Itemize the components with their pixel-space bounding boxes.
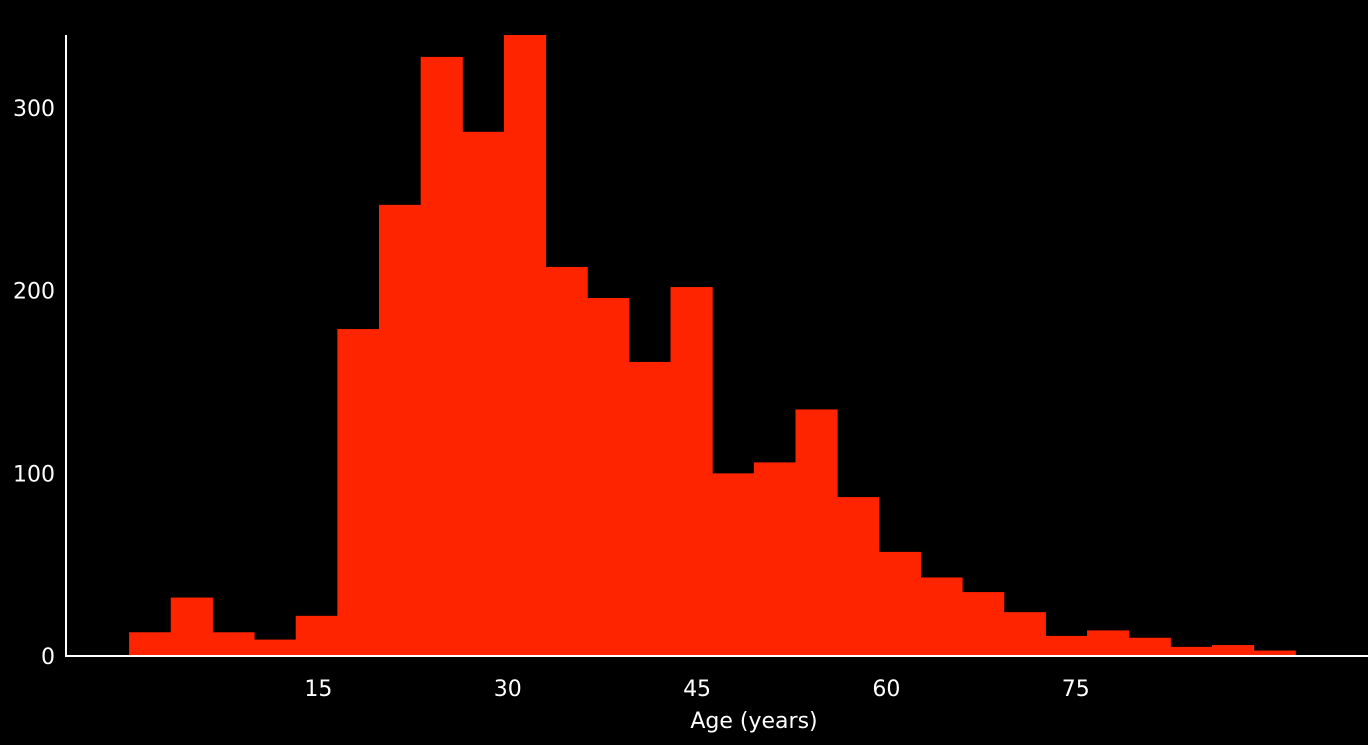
x-tick-label: 15 <box>304 677 332 702</box>
histogram-bar <box>545 266 588 656</box>
histogram-bar <box>212 632 255 656</box>
y-tick-label: 200 <box>13 280 55 305</box>
histogram-bar <box>1045 635 1088 656</box>
histogram-bar <box>503 35 547 656</box>
histogram-bar <box>1128 637 1171 656</box>
bars-group <box>129 35 1296 657</box>
histogram-bar <box>795 409 838 656</box>
histogram-bar <box>420 56 463 656</box>
x-tick-group: 15 30 45 60 75 <box>304 677 1089 702</box>
histogram-bar <box>295 615 338 656</box>
histogram-bar <box>712 473 755 656</box>
histogram-bar <box>1003 612 1046 656</box>
histogram-bar <box>337 329 380 656</box>
y-tick-label: 300 <box>13 97 55 122</box>
histogram-bar <box>962 592 1005 656</box>
histogram-bar <box>1170 646 1213 656</box>
histogram-bar <box>628 361 672 656</box>
histogram-bar <box>1253 650 1296 656</box>
histogram-bar <box>920 577 963 656</box>
y-tick-group: 0 100 200 300 <box>13 97 55 670</box>
x-tick-label: 75 <box>1062 677 1090 702</box>
histogram-bar <box>462 131 505 656</box>
x-tick-label: 30 <box>494 677 522 702</box>
y-tick-label: 100 <box>13 462 55 487</box>
histogram-bar <box>170 597 213 656</box>
x-tick-label: 45 <box>683 677 711 702</box>
x-tick-label: 60 <box>872 677 900 702</box>
histogram-bar <box>1087 630 1130 656</box>
histogram-bar <box>878 551 921 656</box>
x-axis-label: Age (years) <box>690 709 817 734</box>
histogram-bar <box>670 287 713 656</box>
histogram-bar <box>837 497 880 656</box>
histogram-bar <box>753 462 797 656</box>
histogram-bar <box>254 639 297 656</box>
histogram-bar <box>587 298 630 656</box>
histogram-bar <box>129 632 172 656</box>
y-tick-label: 0 <box>41 645 55 670</box>
histogram-bar <box>1212 645 1255 656</box>
histogram-bar <box>379 204 422 657</box>
